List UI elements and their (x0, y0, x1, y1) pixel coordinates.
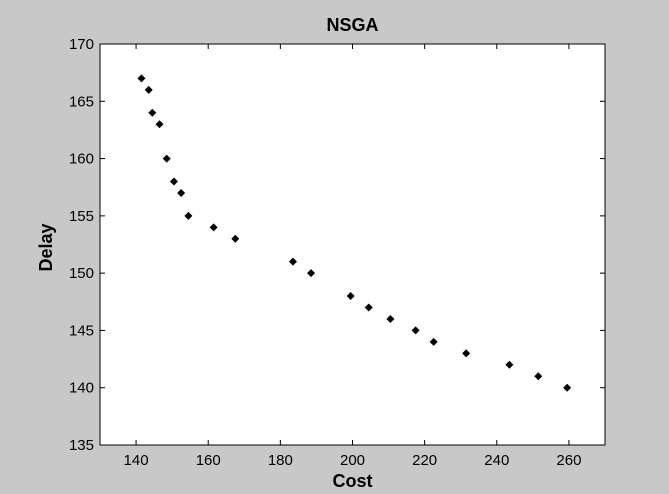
scatter-point (137, 74, 146, 83)
x-tick-label: 180 (268, 452, 293, 469)
scatter-point (462, 349, 471, 358)
x-axis-title: Cost (333, 471, 373, 491)
scatter-point (505, 360, 514, 369)
axis-ticks: 140 160 180 200 220 240 260 135 140 145 150 155 160 1… (69, 36, 605, 469)
y-axis-title: Delay (36, 223, 56, 271)
scatter-point (231, 234, 240, 243)
y-tick-label: 165 (69, 93, 94, 110)
x-tick-label: 260 (556, 452, 581, 469)
y-tick-label: 150 (69, 265, 94, 282)
scatter-point (307, 269, 316, 278)
y-tick-label: 135 (69, 437, 94, 454)
scatter-point (169, 177, 178, 186)
x-tick-label: 160 (196, 452, 221, 469)
x-tick-label: 220 (412, 452, 437, 469)
x-tick-label: 140 (124, 452, 149, 469)
scatter-point (534, 372, 543, 381)
x-tick-label: 200 (340, 452, 365, 469)
scatter-point (162, 154, 171, 163)
scatter-point (184, 211, 193, 220)
scatter-point (563, 383, 572, 392)
scatter-point (429, 337, 438, 346)
scatter-point (209, 223, 218, 232)
plot-area (99, 43, 606, 446)
scatter-point (364, 303, 373, 312)
y-tick-label: 170 (69, 36, 94, 53)
scatter-point (411, 326, 420, 335)
scatter-point (177, 188, 186, 197)
y-tick-label: 140 (69, 380, 94, 397)
scatter-point (144, 85, 153, 94)
scatter-point (155, 120, 164, 129)
scatter-point (288, 257, 297, 266)
chart-title: NSGA (326, 15, 378, 35)
y-tick-label: 145 (69, 322, 94, 339)
x-tick-label: 240 (484, 452, 509, 469)
y-tick-label: 155 (69, 208, 94, 225)
y-tick-label: 160 (69, 151, 94, 168)
scatter-points (137, 74, 572, 392)
scatter-point (148, 108, 157, 117)
scatter-point (386, 314, 395, 323)
scatter-point (346, 292, 355, 301)
